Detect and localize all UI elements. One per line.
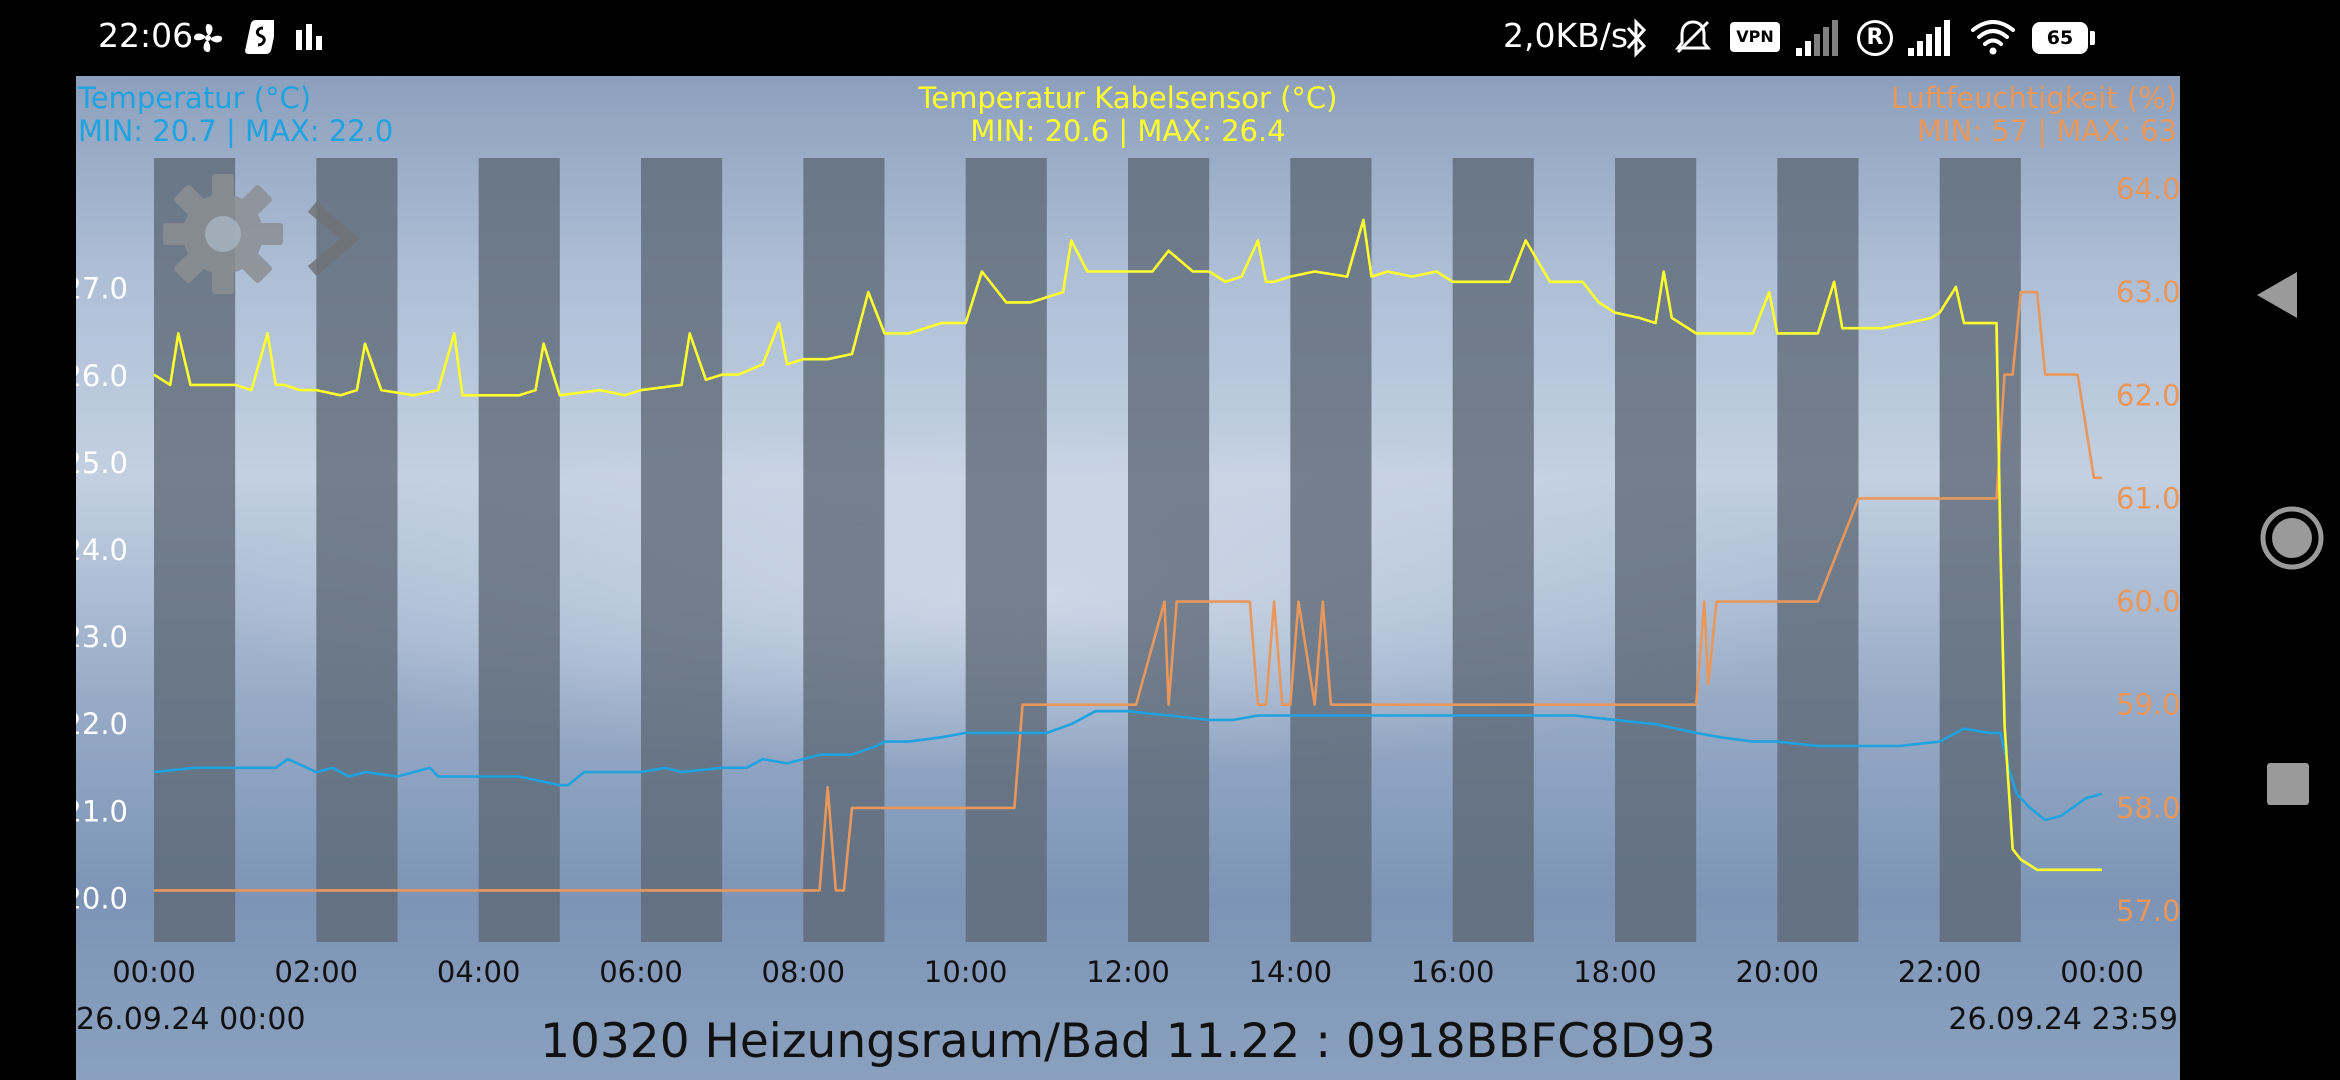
right-axis-tick: 61.0 <box>2116 481 2180 515</box>
hour-band <box>1290 158 1372 942</box>
cable-sensor-header: Temperatur Kabelsensor (°C) MIN: 20.6 | … <box>76 82 2180 148</box>
left-axis-tick: 26.0 <box>76 359 128 393</box>
bars-icon <box>296 24 322 50</box>
band-layer <box>154 158 2021 942</box>
left-axis-tick: 21.0 <box>76 794 128 828</box>
fan-icon <box>194 24 222 52</box>
humidity-range: MIN: 57 | MAX: 63 <box>1917 114 2177 148</box>
right-axis-tick: 62.0 <box>2116 378 2180 412</box>
right-axis-tick: 58.0 <box>2116 791 2180 825</box>
x-axis-tick: 02:00 <box>275 955 359 989</box>
cable-sensor-line <box>153 218 2102 872</box>
end-date: 26.09.24 23:59 <box>1948 1002 2178 1037</box>
humidity-title: Luftfeuchtigkeit (%) <box>1890 81 2177 115</box>
left-axis-tick: 22.0 <box>76 707 128 741</box>
right-axis-tick: 64.0 <box>2116 172 2180 206</box>
x-axis-tick: 14:00 <box>1249 955 1333 989</box>
temperature-title: Temperatur (°C) <box>78 81 312 115</box>
sensor-title: 10320 Heizungsraum/Bad 11.22 : 0918BBFC8… <box>540 1014 1716 1069</box>
x-axis-tick: 00:00 <box>2060 955 2144 989</box>
back-icon[interactable] <box>2255 270 2299 320</box>
hour-band <box>803 158 885 942</box>
x-axis-tick: 12:00 <box>1086 955 1170 989</box>
recents-icon[interactable] <box>2265 761 2311 807</box>
left-axis-tick: 20.0 <box>76 881 128 915</box>
humidity-header: Luftfeuchtigkeit (%) MIN: 57 | MAX: 63 <box>1891 82 2177 148</box>
hour-band <box>1777 158 1859 942</box>
mute-icon <box>1674 20 1712 54</box>
left-axis-tick: 23.0 <box>76 620 128 654</box>
x-axis-tick: 04:00 <box>437 955 521 989</box>
hour-band <box>965 158 1047 942</box>
net-speed: 2,0KB/s <box>1503 16 1629 55</box>
cable-sensor-range: MIN: 20.6 | MAX: 26.4 <box>970 114 1286 148</box>
chevron-right-icon[interactable] <box>304 201 360 277</box>
chart-svg[interactable]: 20.0 21.0 22.0 23.0 24.0 25.0 26.0 27.0 57.0 58.0… <box>76 76 2180 1080</box>
cable-sensor-title: Temperatur Kabelsensor (°C) <box>918 81 1338 115</box>
hour-band <box>1939 158 2021 942</box>
right-axis-tick: 60.0 <box>2116 585 2180 619</box>
humidity-line <box>154 290 2102 892</box>
hour-band <box>1452 158 1534 942</box>
signal-icon <box>1796 20 1838 56</box>
shazam-icon <box>245 20 274 54</box>
x-axis-tick: 06:00 <box>599 955 683 989</box>
bluetooth-icon <box>1626 18 1647 58</box>
gear-icon[interactable] <box>161 172 285 296</box>
hour-band <box>1128 158 1210 942</box>
home-icon[interactable] <box>2259 505 2325 571</box>
chart-app: 20.0 21.0 22.0 23.0 24.0 25.0 26.0 27.0 57.0 58.0… <box>76 76 2180 1080</box>
temperature-range: MIN: 20.7 | MAX: 22.0 <box>78 114 394 148</box>
start-date: 26.09.24 00:00 <box>76 1002 306 1037</box>
x-axis-tick: 08:00 <box>762 955 846 989</box>
clock: 22:06 <box>98 16 194 55</box>
hour-band <box>316 158 398 942</box>
wifi-icon <box>1971 20 2015 55</box>
hour-band <box>478 158 560 942</box>
temperature-line <box>153 709 2103 822</box>
x-axis-tick: 18:00 <box>1573 955 1657 989</box>
right-axis-tick: 63.0 <box>2116 275 2180 309</box>
left-axis-tick: 27.0 <box>76 272 128 306</box>
x-axis-tick: 20:00 <box>1736 955 1820 989</box>
hour-band <box>1615 158 1697 942</box>
signal-icon <box>1908 20 1950 56</box>
left-axis-tick: 24.0 <box>76 533 128 567</box>
right-axis-tick: 57.0 <box>2116 894 2180 928</box>
vpn-icon: VPN <box>1730 22 1780 52</box>
x-axis-tick: 16:00 <box>1411 955 1495 989</box>
x-axis-tick: 00:00 <box>112 955 196 989</box>
status-bar: 22:06 2,0KB/s VPN R 65 <box>0 0 2340 76</box>
right-axis-tick: 59.0 <box>2116 688 2180 722</box>
battery-tip <box>2090 31 2095 45</box>
roaming-icon: R <box>1857 20 1893 56</box>
axis-layer: 20.0 21.0 22.0 23.0 24.0 25.0 26.0 27.0 57.0 58.0… <box>76 172 2180 989</box>
temperature-header: Temperatur (°C) MIN: 20.7 | MAX: 22.0 <box>78 82 393 148</box>
battery-icon: 65 <box>2032 22 2088 54</box>
left-axis-tick: 25.0 <box>76 446 128 480</box>
series-layer <box>153 218 2103 892</box>
navigation-bar <box>2185 0 2340 1080</box>
x-axis-tick: 22:00 <box>1898 955 1982 989</box>
hour-band <box>641 158 723 942</box>
x-axis-tick: 10:00 <box>924 955 1008 989</box>
